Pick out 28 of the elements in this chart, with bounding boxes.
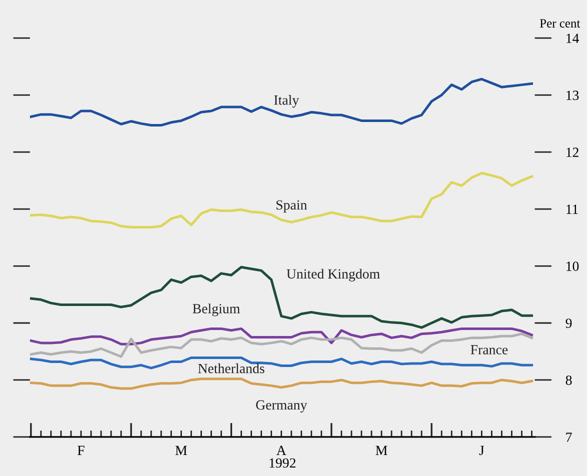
x-tick-label: F — [78, 446, 84, 455]
series-label: Netherlands — [198, 363, 264, 374]
y-tick-label: 8 — [566, 376, 572, 385]
y-tick-label: 14 — [566, 34, 579, 43]
series-label: France — [470, 345, 508, 354]
x-tick-label: M — [175, 446, 187, 455]
series-label: Germany — [256, 400, 308, 412]
series-label: United Kingdom — [286, 268, 380, 282]
series-label: Spain — [276, 200, 307, 212]
y-tick-label: 11 — [566, 204, 578, 214]
line-series — [30, 78, 533, 127]
y-tick-label: 7 — [566, 432, 572, 442]
x-axis-title: 1992 — [270, 458, 296, 468]
y-axis-title: Per cent — [540, 19, 580, 28]
x-tick-label: A — [276, 446, 286, 455]
x-tick-label: J — [479, 446, 484, 456]
line-series — [30, 327, 533, 346]
line-series — [30, 378, 533, 390]
series-label: Italy — [274, 95, 300, 108]
line-series — [30, 332, 533, 358]
x-tick-label: M — [376, 446, 388, 455]
line-series — [30, 172, 533, 229]
y-tick-label: 12 — [566, 148, 578, 157]
y-tick-label: 10 — [566, 262, 579, 271]
series-label: Belgium — [192, 304, 240, 316]
line-series — [30, 266, 533, 329]
y-tick-label: 9 — [566, 318, 572, 328]
y-tick-label: 13 — [566, 90, 579, 100]
